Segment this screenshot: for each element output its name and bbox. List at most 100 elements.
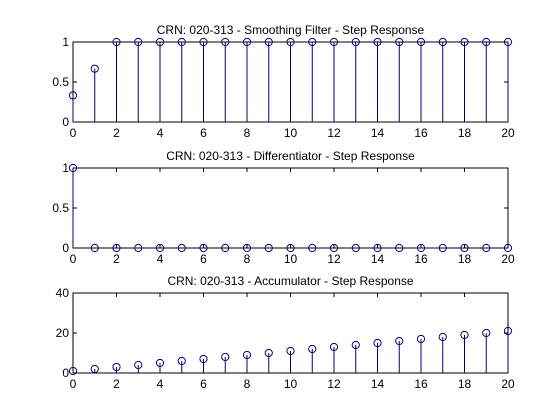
x-tick-label: 0 — [70, 377, 77, 391]
stem-marker — [177, 37, 186, 47]
x-tick-label: 20 — [501, 377, 515, 391]
y-tick-label: 1 — [62, 161, 69, 175]
x-tick-label: 20 — [501, 252, 515, 266]
stem-marker — [112, 37, 121, 47]
stem-marker — [155, 243, 165, 253]
stem-marker — [503, 326, 513, 336]
stem-marker — [416, 243, 426, 253]
x-tick-label: 12 — [327, 377, 341, 391]
stem-marker — [395, 37, 404, 47]
stem-marker — [199, 37, 208, 47]
subplot-3: CRN: 020-313 - Accumulator - Step Respon… — [56, 274, 515, 391]
stem-marker — [308, 37, 317, 47]
x-tick-label: 12 — [327, 126, 341, 140]
stem-marker — [242, 37, 252, 47]
stem-marker — [177, 243, 186, 253]
stem-marker — [373, 338, 382, 348]
subplot-1: CRN: 020-313 - Smoothing Filter - Step R… — [52, 23, 515, 140]
y-tick-label: 0 — [62, 366, 69, 380]
stem-marker — [155, 358, 165, 368]
stem-marker — [438, 332, 447, 342]
x-tick-label: 18 — [458, 252, 472, 266]
stem-marker — [134, 360, 143, 370]
x-tick-label: 6 — [200, 377, 207, 391]
x-tick-label: 6 — [200, 126, 207, 140]
stem-marker — [264, 348, 273, 358]
x-tick-label: 20 — [501, 126, 515, 140]
stem-marker — [199, 243, 208, 253]
x-tick-label: 0 — [70, 252, 77, 266]
stem-marker — [460, 37, 469, 47]
x-tick-label: 16 — [414, 252, 428, 266]
stem-marker — [221, 243, 230, 253]
stem-marker — [460, 330, 469, 340]
stem-marker — [177, 356, 186, 366]
stem-marker — [460, 243, 469, 253]
x-tick-label: 4 — [157, 126, 164, 140]
x-tick-label: 14 — [371, 126, 385, 140]
x-tick-label: 16 — [414, 126, 428, 140]
stem-marker — [482, 37, 491, 47]
x-tick-label: 4 — [157, 252, 164, 266]
axes-box — [72, 167, 509, 249]
y-tick-label: 0.5 — [52, 75, 69, 89]
x-tick-label: 14 — [371, 377, 385, 391]
stem-marker — [68, 366, 78, 376]
x-tick-label: 4 — [157, 377, 164, 391]
stem-marker — [416, 37, 426, 47]
x-tick-label: 8 — [244, 377, 251, 391]
x-tick-label: 0 — [70, 126, 77, 140]
stem-marker — [308, 243, 317, 253]
stem-marker — [134, 37, 143, 47]
chart-title: CRN: 020-313 - Smoothing Filter - Step R… — [157, 23, 425, 37]
stem-marker — [482, 243, 491, 253]
y-tick-label: 20 — [56, 326, 70, 340]
x-tick-label: 12 — [327, 252, 341, 266]
stem-marker — [373, 37, 382, 47]
x-tick-label: 8 — [244, 252, 251, 266]
stem-marker — [373, 243, 382, 253]
stem-marker — [242, 243, 252, 253]
stem-marker — [134, 243, 143, 253]
stem-marker — [351, 37, 360, 47]
stem-marker — [308, 344, 317, 354]
stem-marker — [351, 340, 360, 350]
stem-marker — [264, 37, 273, 47]
stem-marker — [503, 37, 513, 47]
stem-marker — [90, 243, 99, 253]
stem-marker — [286, 37, 295, 47]
stem-marker — [438, 37, 447, 47]
chart-title: CRN: 020-313 - Accumulator - Step Respon… — [167, 274, 413, 288]
x-tick-label: 2 — [113, 126, 120, 140]
x-tick-label: 14 — [371, 252, 385, 266]
stem-marker — [264, 243, 273, 253]
stem-marker — [199, 354, 208, 364]
y-tick-label: 0 — [62, 241, 69, 255]
stem-marker — [395, 336, 404, 346]
x-tick-label: 10 — [284, 377, 298, 391]
stem-marker — [112, 243, 121, 253]
y-tick-label: 0 — [62, 115, 69, 129]
stem-marker — [155, 37, 165, 47]
stem-marker — [329, 243, 339, 253]
stem-marker — [351, 243, 360, 253]
stem-marker — [221, 37, 230, 47]
stem-marker — [90, 64, 99, 73]
stem-marker — [286, 346, 295, 356]
stem-marker — [286, 243, 295, 253]
y-tick-label: 1 — [62, 35, 69, 49]
stem-marker — [112, 362, 121, 372]
stem-marker — [90, 364, 99, 374]
stem-marker — [68, 91, 78, 100]
x-tick-label: 10 — [284, 252, 298, 266]
x-tick-label: 8 — [244, 126, 251, 140]
stem-marker — [329, 342, 339, 352]
x-tick-label: 2 — [113, 377, 120, 391]
stem-marker — [416, 334, 426, 344]
stem-marker — [221, 352, 230, 362]
x-tick-label: 16 — [414, 377, 428, 391]
x-tick-label: 10 — [284, 126, 298, 140]
stem-marker — [438, 243, 447, 253]
stem-marker — [395, 243, 404, 253]
